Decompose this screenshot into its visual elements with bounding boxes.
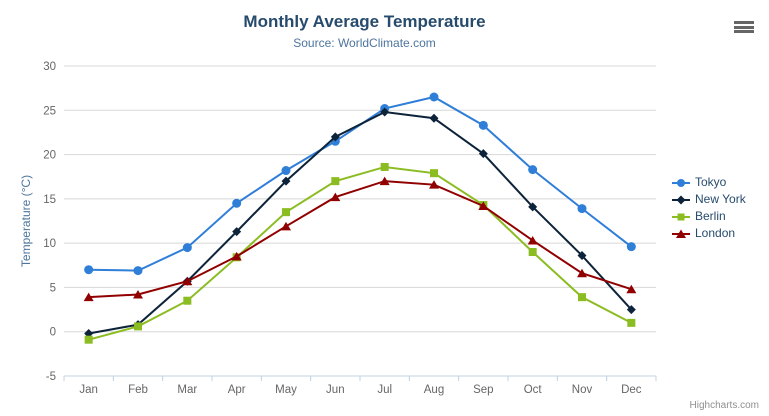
x-axis-label: Mar (177, 384, 197, 396)
data-point[interactable] (577, 251, 587, 261)
data-point[interactable] (133, 290, 143, 299)
x-axis-label: Feb (128, 384, 148, 396)
data-point[interactable] (133, 266, 143, 276)
series-new-york (84, 107, 636, 338)
data-point[interactable] (281, 166, 291, 176)
series-line (88, 180, 632, 299)
data-point[interactable] (478, 149, 488, 159)
data-point[interactable] (331, 177, 340, 186)
data-point[interactable] (282, 208, 290, 217)
chart-subtitle: Source: WorldClimate.com (293, 36, 436, 50)
chart-title: Monthly Average Temperature (243, 12, 486, 31)
data-point[interactable] (577, 268, 587, 278)
hamburger-bar (734, 30, 754, 33)
x-axis-label: Oct (524, 384, 543, 396)
data-point[interactable] (84, 335, 93, 344)
x-axis-label: Dec (621, 384, 642, 396)
y-axis-label: 25 (43, 105, 56, 117)
legend-item-berlin[interactable]: Berlin (672, 210, 746, 223)
x-axis-label: Apr (228, 384, 246, 396)
legend-item-tokyo[interactable]: Tokyo (672, 176, 746, 189)
legend-label: New York (695, 192, 746, 206)
data-point[interactable] (182, 276, 193, 286)
data-point[interactable] (578, 293, 586, 302)
legend: Tokyo New York Berlin London (672, 176, 746, 240)
legend-label: Berlin (695, 209, 726, 223)
x-axis-label: May (275, 384, 297, 396)
data-point[interactable] (330, 132, 340, 142)
square-legend-icon (672, 213, 690, 220)
x-axis-label: Jan (79, 384, 98, 396)
x-axis-label: Jun (326, 384, 345, 396)
y-axis-title: Temperature (°C) (19, 174, 33, 268)
y-axis-label: 10 (43, 238, 56, 250)
x-axis-label: Sep (473, 384, 493, 396)
series-line (88, 165, 632, 341)
series-line (88, 111, 633, 335)
data-point[interactable] (528, 202, 538, 212)
credits-link[interactable]: Highcharts.com (689, 400, 759, 411)
data-point[interactable] (626, 242, 636, 252)
circle-legend-icon (672, 178, 690, 187)
hamburger-icon[interactable] (734, 21, 754, 33)
series-line (88, 95, 632, 272)
legend-label: Tokyo (695, 175, 727, 189)
legend-item-new-york[interactable]: New York (672, 193, 746, 206)
data-point[interactable] (380, 162, 389, 171)
data-point[interactable] (478, 201, 489, 210)
data-point[interactable] (232, 227, 242, 237)
legend-label: London (695, 226, 736, 240)
x-axis-label: Aug (424, 384, 444, 396)
series-london (83, 176, 637, 302)
y-axis-label: 5 (50, 282, 56, 294)
data-point[interactable] (626, 305, 636, 315)
data-point[interactable] (626, 284, 637, 294)
data-point[interactable] (528, 248, 537, 256)
data-point[interactable] (627, 318, 636, 327)
diamond-legend-icon (672, 195, 690, 204)
data-point[interactable] (429, 113, 439, 123)
y-axis-label: 30 (43, 61, 56, 73)
data-point[interactable] (281, 221, 291, 231)
data-point[interactable] (281, 176, 291, 186)
data-point[interactable] (232, 198, 242, 208)
data-point[interactable] (83, 292, 94, 302)
hamburger-bar (734, 21, 754, 24)
x-axis-label: Jul (377, 384, 392, 396)
data-point[interactable] (429, 92, 439, 102)
data-point[interactable] (577, 204, 587, 214)
legend-item-london[interactable]: London (672, 227, 746, 240)
data-point[interactable] (380, 107, 390, 117)
data-point[interactable] (379, 176, 390, 186)
x-axis-label: Nov (572, 384, 593, 396)
data-point[interactable] (528, 165, 538, 175)
data-point[interactable] (84, 265, 94, 275)
triangle-legend-icon (672, 229, 690, 238)
series-tokyo (84, 92, 636, 276)
data-point[interactable] (478, 120, 488, 130)
data-point[interactable] (183, 296, 192, 305)
y-axis-label: -5 (46, 371, 56, 383)
data-point[interactable] (330, 192, 341, 202)
data-point[interactable] (134, 322, 142, 331)
data-point[interactable] (527, 235, 538, 245)
y-axis-label: 0 (50, 327, 56, 339)
data-point[interactable] (430, 169, 438, 178)
data-point[interactable] (429, 180, 439, 189)
hamburger-bar (734, 25, 754, 29)
y-axis-label: 15 (43, 194, 56, 206)
data-point[interactable] (231, 251, 242, 261)
y-axis-label: 20 (43, 150, 56, 162)
data-point[interactable] (182, 243, 192, 253)
